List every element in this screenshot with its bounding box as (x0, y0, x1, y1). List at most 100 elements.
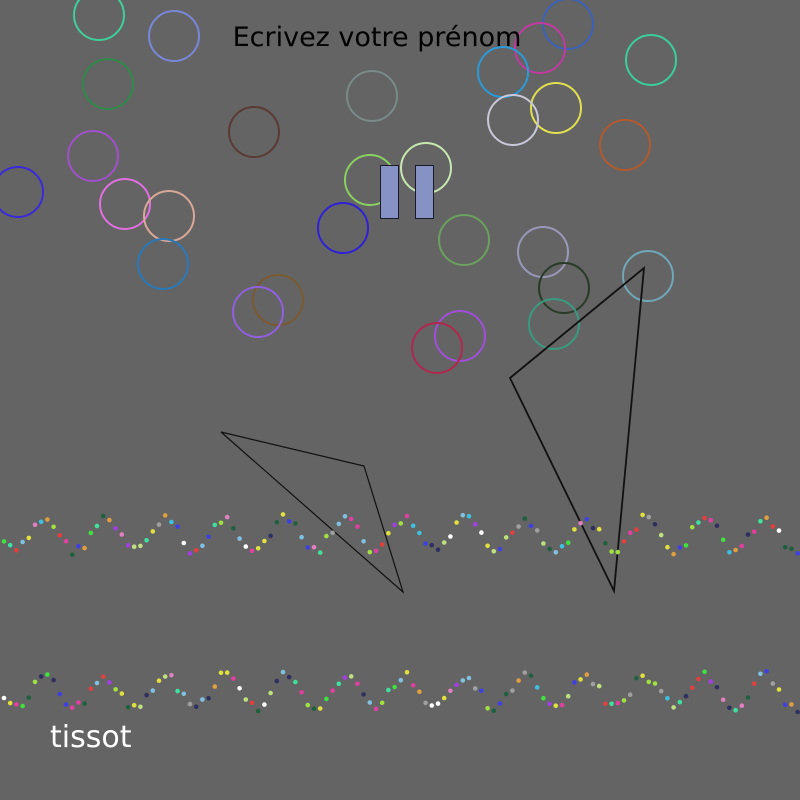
bubble (487, 94, 539, 146)
colored-dot (658, 688, 664, 694)
bubble (517, 226, 569, 278)
colored-dot (727, 705, 732, 711)
colored-dot (454, 520, 459, 525)
colored-dot (578, 677, 583, 682)
colored-dot (286, 519, 292, 524)
colored-dot (187, 701, 193, 707)
colored-dot (231, 526, 236, 531)
colored-dot (32, 522, 38, 528)
colored-dot (751, 681, 757, 686)
colored-dot (516, 524, 521, 529)
colored-dot (547, 701, 552, 707)
bubble (622, 250, 674, 302)
colored-dot (131, 702, 137, 708)
colored-dot (398, 521, 404, 526)
colored-dot (156, 522, 162, 527)
colored-dot (460, 678, 466, 683)
colored-dot (119, 532, 125, 537)
bubble (434, 310, 486, 362)
colored-dot (119, 691, 125, 696)
colored-dot (603, 701, 608, 707)
colored-dot (169, 672, 174, 678)
colored-dot (596, 526, 602, 532)
colored-dot (63, 702, 69, 707)
colored-dot (293, 679, 298, 685)
bubble (538, 262, 590, 314)
colored-dot (491, 549, 497, 554)
colored-dot (82, 701, 87, 706)
colored-dot (88, 530, 94, 536)
bubble (232, 286, 284, 338)
pause-button[interactable] (378, 164, 438, 222)
colored-dot (348, 674, 354, 679)
colored-dot (386, 687, 391, 693)
colored-dot (472, 521, 478, 527)
colored-dot (212, 522, 218, 528)
colored-dot (479, 688, 484, 694)
colored-dot (262, 702, 267, 707)
colored-dot (590, 525, 596, 531)
colored-dot (324, 696, 329, 702)
colored-dot (144, 692, 149, 698)
colored-dot (249, 700, 255, 706)
colored-dot (795, 551, 800, 556)
colored-dot (671, 551, 676, 557)
colored-dot (82, 545, 87, 551)
pause-bar-right (415, 165, 434, 219)
colored-dot (187, 551, 193, 556)
colored-dot (534, 528, 540, 533)
bubble (625, 34, 677, 86)
colored-dot (113, 526, 118, 531)
colored-dot (534, 685, 540, 690)
colored-dot (175, 688, 180, 694)
player-name-text: tissot (50, 720, 132, 755)
colored-dot (361, 692, 366, 697)
colored-dot (218, 670, 224, 676)
colored-dot (423, 700, 428, 706)
pause-bar-left (380, 165, 399, 219)
colored-dot (491, 708, 497, 713)
colored-dot (541, 541, 546, 546)
colored-dot (596, 683, 602, 689)
bubble (528, 298, 580, 350)
colored-dot (398, 677, 404, 683)
colored-dot (435, 701, 441, 706)
colored-dot (466, 513, 472, 519)
colored-dot (280, 512, 286, 517)
colored-dot (615, 700, 621, 706)
colored-dot (758, 671, 763, 677)
colored-dot (243, 544, 249, 549)
bubble (228, 106, 280, 158)
colored-dot (336, 681, 342, 687)
colored-dot (603, 540, 608, 546)
bubble (252, 274, 304, 326)
colored-dot (460, 512, 466, 518)
colored-dot (7, 542, 13, 548)
colored-dot (683, 543, 689, 548)
colored-dot (795, 709, 800, 715)
colored-dot (522, 516, 528, 521)
bubble (99, 178, 151, 230)
colored-dot (565, 540, 571, 545)
colored-dot (224, 670, 230, 675)
colored-dot (541, 695, 546, 701)
colored-dot (770, 681, 776, 686)
colored-dot (20, 539, 25, 545)
colored-dot (423, 541, 428, 546)
colored-dot (311, 706, 317, 711)
colored-dot (720, 537, 726, 543)
colored-dot (714, 523, 720, 528)
colored-dot (26, 695, 32, 700)
colored-dot (410, 523, 416, 529)
colored-dot (138, 704, 143, 710)
colored-dot (454, 682, 459, 688)
colored-dot (640, 673, 645, 678)
colored-dot (745, 532, 751, 537)
colored-dot (609, 701, 614, 707)
colored-dot (280, 669, 286, 675)
bubble (514, 22, 566, 74)
colored-dot (578, 520, 583, 526)
colored-dot (249, 548, 255, 554)
